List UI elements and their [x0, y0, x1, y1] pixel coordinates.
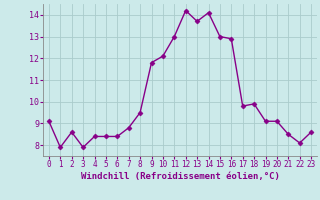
X-axis label: Windchill (Refroidissement éolien,°C): Windchill (Refroidissement éolien,°C)	[81, 172, 279, 181]
